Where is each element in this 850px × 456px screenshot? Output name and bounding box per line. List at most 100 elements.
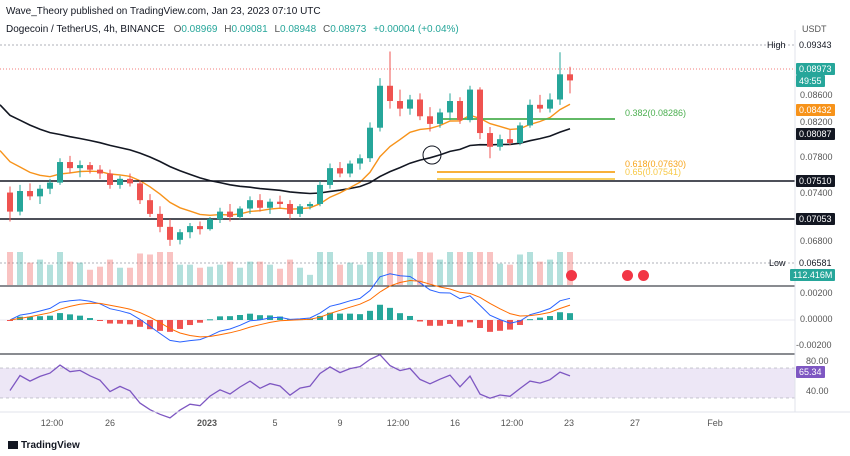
time-label-1: 26 — [104, 418, 116, 428]
high-tag-value: 0.09343 — [799, 40, 832, 50]
volume-bar — [37, 259, 43, 285]
candle — [187, 226, 193, 233]
time-label-6: 16 — [449, 418, 461, 428]
volume-bar — [427, 252, 433, 285]
volume-bar — [347, 262, 353, 285]
time-label-7: 12:00 — [500, 418, 524, 428]
event-lightning-icon[interactable] — [566, 270, 577, 281]
time-label-9: 27 — [629, 418, 641, 428]
macd-hist-bar — [447, 320, 453, 324]
candle — [277, 201, 283, 204]
candle — [147, 200, 153, 214]
volume-bar — [327, 252, 333, 285]
macd-hist-bar — [137, 320, 143, 327]
volume-bar — [527, 252, 533, 285]
price-axis-label-0: 0.08600 — [800, 90, 833, 100]
candle — [287, 203, 293, 214]
open-value: 0.08969 — [181, 24, 218, 35]
candle — [317, 184, 323, 204]
volume-bar — [557, 252, 563, 285]
volume-bar — [397, 252, 403, 285]
support1-tag: 0.07510 — [796, 175, 835, 187]
volume-bar — [167, 252, 173, 285]
candle — [507, 139, 513, 143]
macd-hist-bar — [327, 312, 333, 320]
volume-bar — [547, 259, 553, 285]
high-label: H — [224, 24, 232, 35]
volume-bar — [477, 252, 483, 285]
high-value: 0.09081 — [231, 24, 268, 35]
volume-bar — [437, 259, 443, 285]
candle — [327, 168, 333, 185]
volume-bar — [467, 252, 473, 285]
volume-bar — [447, 252, 453, 285]
candle — [407, 99, 413, 109]
volume-bar — [287, 259, 293, 285]
event-flag-icon-1[interactable] — [622, 270, 633, 281]
candle — [217, 211, 223, 220]
macd-hist-bar — [97, 320, 103, 321]
candle — [487, 133, 493, 147]
macd-hist-bar — [387, 307, 393, 320]
candle — [97, 169, 103, 174]
rsi-tag: 65.34 — [796, 366, 825, 378]
time-label-5: 12:00 — [386, 418, 410, 428]
volume-bar — [457, 252, 463, 285]
volume-bar — [517, 254, 523, 285]
candle — [467, 89, 473, 121]
macd-hist-bar — [257, 315, 263, 320]
candle — [527, 104, 533, 126]
volume-bar — [307, 274, 313, 285]
macd-axis-neg: -0.00200 — [796, 340, 832, 350]
volume-bar — [137, 253, 143, 285]
ema50-line — [0, 103, 571, 217]
macd-hist-bar — [367, 310, 373, 320]
macd-hist-bar — [537, 317, 543, 320]
candle — [307, 203, 313, 207]
macd-hist-bar — [457, 320, 463, 327]
tradingview-logo-icon — [8, 441, 18, 450]
candle — [357, 158, 363, 164]
volume-bar — [67, 261, 73, 285]
fib-618-label: 0.618(0.07630) — [625, 159, 686, 169]
macd-hist-bar — [67, 314, 73, 320]
volume-bar — [97, 266, 103, 285]
candle — [567, 74, 573, 81]
candle — [17, 191, 23, 212]
candle — [537, 104, 543, 109]
candle — [27, 191, 33, 197]
volume-bar — [237, 267, 243, 285]
macd-hist-bar — [177, 320, 183, 329]
candle — [337, 168, 343, 174]
ema200-line — [0, 104, 571, 195]
macd-hist-bar — [277, 316, 283, 320]
macd-hist-bar — [547, 316, 553, 320]
macd-hist-bar — [517, 320, 523, 325]
candle — [247, 200, 253, 209]
macd-hist-bar — [317, 315, 323, 320]
ema50-tag: 0.08432 — [796, 104, 835, 116]
candle — [547, 99, 553, 109]
candle — [197, 226, 203, 230]
volume-bar — [337, 264, 343, 285]
macd-hist-bar — [127, 320, 133, 325]
macd-hist-bar — [87, 318, 93, 320]
symbol-name[interactable]: Dogecoin / TetherUS, 4h, BINANCE — [6, 24, 165, 35]
macd-hist-bar — [247, 313, 253, 320]
volume-bar — [317, 252, 323, 285]
volume-bar — [367, 252, 373, 285]
macd-hist-bar — [167, 320, 173, 332]
event-flag-icon-2[interactable] — [638, 270, 649, 281]
countdown-tag: 49:55 — [796, 75, 825, 87]
currency-label: USDT — [802, 24, 827, 34]
macd-line — [9, 273, 571, 343]
candle — [257, 200, 263, 208]
macd-hist-bar — [527, 319, 533, 321]
macd-hist-bar — [237, 314, 243, 320]
macd-hist-bar — [427, 320, 433, 326]
candle — [57, 162, 63, 183]
volume-bar — [407, 258, 413, 285]
time-label-2: 2023 — [196, 418, 218, 428]
candle — [177, 232, 183, 240]
